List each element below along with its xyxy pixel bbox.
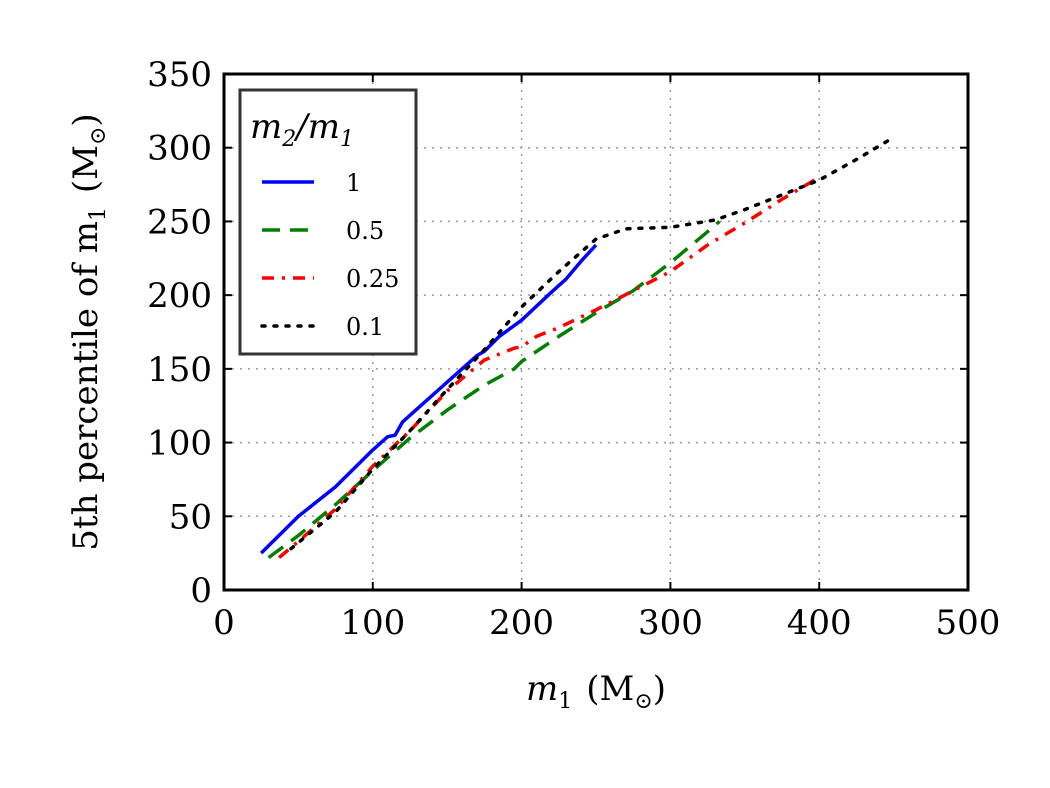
x-tick-label: 100 bbox=[340, 603, 405, 643]
y-tick-label: 200 bbox=[147, 276, 212, 316]
x-tick-label: 0 bbox=[213, 603, 235, 643]
legend-box bbox=[238, 88, 418, 356]
plot-frame bbox=[222, 72, 970, 592]
legend-entries: 1 0.5 0.25 0.1 bbox=[260, 169, 399, 341]
series-line-0-5 bbox=[267, 220, 721, 560]
x-tick-label: 500 bbox=[936, 603, 1001, 643]
series-lines bbox=[259, 135, 896, 560]
y-tick-label: 0 bbox=[190, 571, 212, 611]
y-tick-label: 250 bbox=[147, 202, 212, 242]
series-line-0-1 bbox=[289, 135, 896, 551]
y-tick-label: 350 bbox=[147, 55, 212, 95]
legend: m2/m1 1 0.5 0.25 0.1 bbox=[238, 88, 418, 356]
y-tick-label: 150 bbox=[147, 350, 212, 390]
legend-label: 0.1 bbox=[346, 313, 384, 341]
y-tick-label: 100 bbox=[147, 424, 212, 464]
x-tick-label: 200 bbox=[489, 603, 554, 643]
y-tick-label: 300 bbox=[147, 129, 212, 169]
legend-title: m2/m1 bbox=[250, 107, 354, 152]
legend-label: 1 bbox=[346, 169, 361, 197]
ticks: 0 100 200 300 400 500 0 50 100 150 200 250 300 350 bbox=[147, 55, 1000, 643]
y-axis-title: 5th percentile of m1(M⊙) bbox=[66, 113, 111, 550]
series-line-1 bbox=[259, 243, 598, 555]
y-tick-label: 50 bbox=[169, 497, 212, 537]
x-tick-label: 300 bbox=[638, 603, 703, 643]
x-tick-label: 400 bbox=[787, 603, 852, 643]
legend-label: 0.5 bbox=[346, 217, 384, 245]
legend-label: 0.25 bbox=[346, 265, 399, 293]
x-axis-title: m1 (M⊙) bbox=[526, 669, 666, 714]
